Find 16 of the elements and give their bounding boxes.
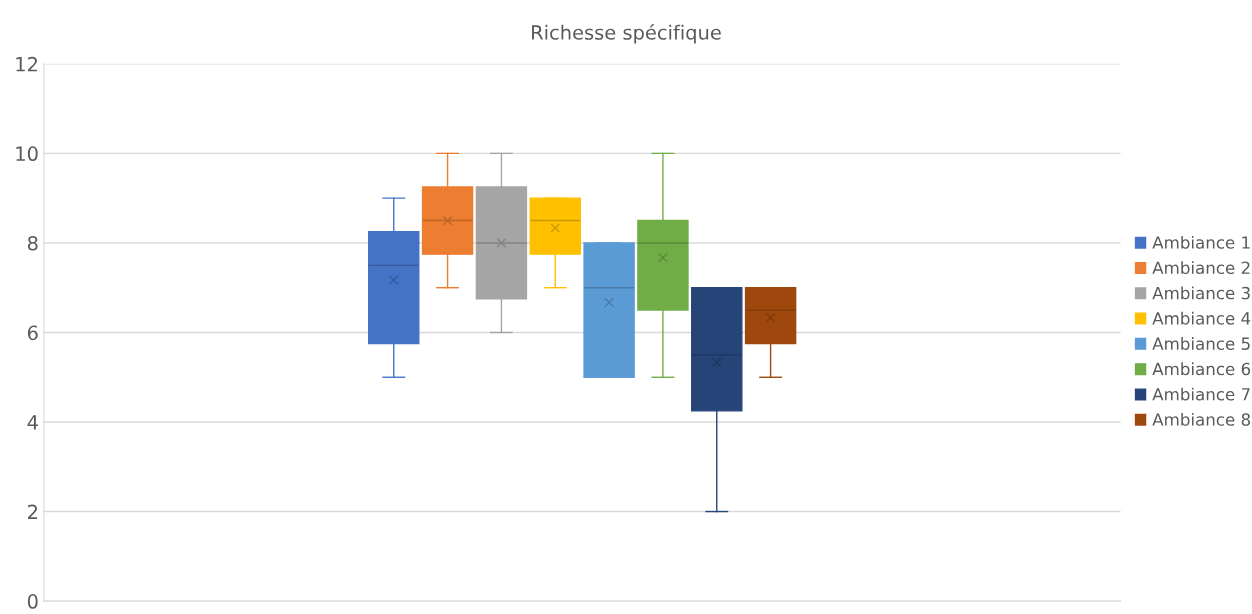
legend-label: Ambiance 8 — [1152, 412, 1251, 426]
y-tick-label: 0 — [27, 594, 38, 609]
y-tick-label: 2 — [28, 504, 38, 519]
y-tick-label: 4 — [27, 415, 38, 430]
legend-label: Ambiance 3 — [1152, 286, 1250, 300]
legend-label: Ambiance 7 — [1152, 387, 1250, 401]
legend-label: Ambiance 2 — [1152, 261, 1250, 275]
chart-title: Richesse spécifique — [532, 23, 721, 44]
legend-label: Ambiance 4 — [1152, 311, 1251, 325]
legend-label: Ambiance 6 — [1152, 362, 1251, 376]
legend-label: Ambiance 1 — [1152, 235, 1250, 249]
y-tick-label: 12 — [16, 56, 38, 72]
legend-label: Ambiance 5 — [1152, 337, 1250, 350]
y-tick-label: 6 — [27, 325, 38, 341]
y-tick-label: 10 — [16, 146, 38, 162]
y-tick-label: 8 — [27, 235, 38, 251]
